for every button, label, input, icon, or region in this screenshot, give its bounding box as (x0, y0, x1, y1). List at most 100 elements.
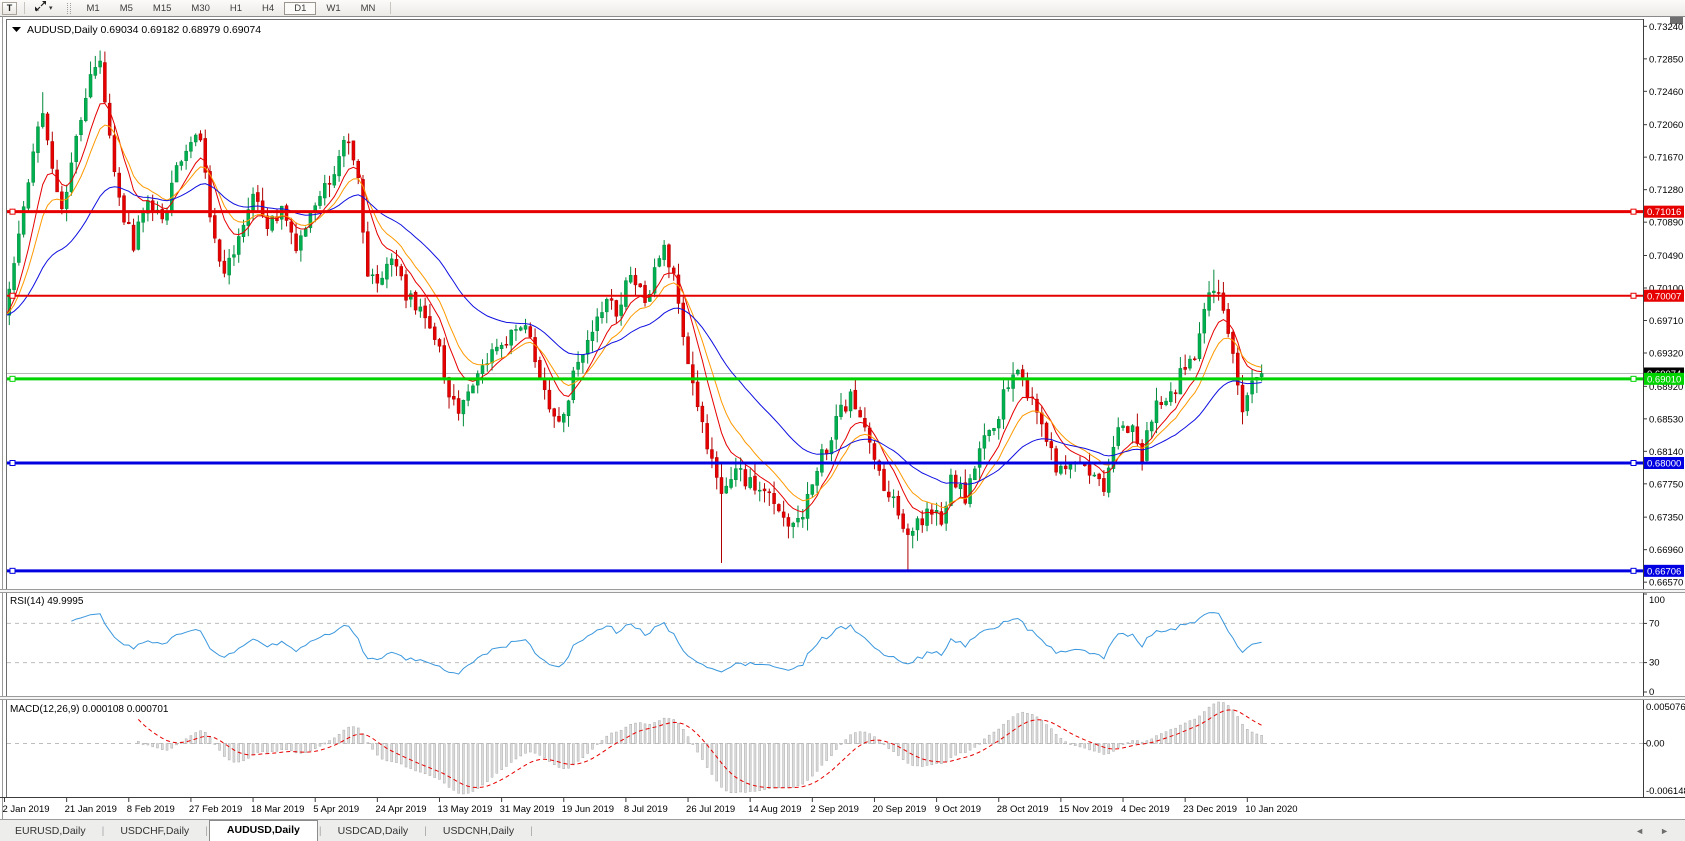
price-axis-label: 0.70890 (1649, 218, 1683, 229)
level-price-label: 0.69010 (1647, 374, 1681, 385)
rsi-axis-label: 100 (1649, 595, 1665, 606)
hline-handle[interactable] (9, 460, 16, 466)
level-price-label: 0.70007 (1647, 291, 1681, 302)
macd-histogram (137, 701, 1263, 795)
macd-title: MACD(12,26,9) 0.000108 0.000701 (10, 704, 169, 715)
cursor-mode-button[interactable]: ▾ (30, 1, 57, 15)
tab-scroll-arrows: ◄ ► (1619, 826, 1685, 841)
tab-usdcad[interactable]: USDCAD,Daily (337, 825, 409, 837)
text-tool-icon: T (6, 3, 13, 13)
timeframe-button-w1[interactable]: W1 (326, 2, 341, 14)
ma-line-13 (7, 124, 1262, 508)
macd-axis-label: 0.005076 (1646, 702, 1685, 713)
rsi-pane[interactable] (7, 593, 1643, 695)
tab-divider: | (318, 825, 322, 837)
hline-handle[interactable] (1630, 375, 1637, 382)
price-axis-label: 0.68920 (1649, 382, 1683, 393)
hline-handle[interactable] (9, 567, 16, 574)
hline-handle[interactable] (1630, 208, 1637, 215)
timeframe-button-d1[interactable]: D1 (284, 1, 317, 15)
chart-scroll-thumb[interactable] (1670, 17, 1683, 24)
date-axis-label[interactable]: 19 Jun 2019 (562, 804, 614, 815)
hline-handle[interactable] (9, 292, 16, 299)
timeframe-button-m15[interactable]: M15 (152, 2, 172, 14)
timeframe-button-group: M1 M5 M15 M30 H1 H4 D1 W1 MN (77, 1, 386, 15)
date-axis-label[interactable]: 8 Jul 2019 (624, 804, 668, 815)
tab-scroll-right-icon[interactable]: ► (1660, 826, 1669, 836)
timeframe-button-mn[interactable]: MN (360, 2, 376, 14)
hline-handle[interactable] (9, 375, 16, 382)
timeframe-button-m5[interactable]: M5 (119, 2, 133, 14)
macd-axis-label: 0.00 (1646, 739, 1665, 750)
timeframe-button-h4[interactable]: H4 (262, 2, 275, 14)
text-tool-button[interactable]: T (2, 1, 17, 15)
price-axis-label: 0.72850 (1649, 54, 1683, 65)
date-axis-label[interactable]: 10 Jan 2020 (1245, 804, 1297, 815)
ma-line-34 (7, 183, 1262, 485)
level-price-label: 0.68000 (1647, 459, 1681, 470)
hline-handle[interactable] (1630, 567, 1637, 574)
date-axis-label[interactable]: 14 Aug 2019 (748, 804, 801, 815)
level-price-label-box (1644, 457, 1684, 469)
date-axis-label[interactable]: 2 Jan 2019 (3, 804, 50, 815)
date-axis-label[interactable]: 20 Sep 2019 (872, 804, 926, 815)
tab-usdcnh[interactable]: USDCNH,Daily (442, 825, 515, 837)
symbol-dropdown-icon[interactable] (12, 27, 21, 32)
macd-signal-line (137, 709, 1262, 789)
timeframe-button-m30[interactable]: M30 (191, 2, 210, 14)
date-axis-label[interactable]: 4 Dec 2019 (1121, 804, 1170, 815)
toolbar-grip[interactable] (66, 2, 71, 14)
rsi-axis-label: 0 (1649, 687, 1654, 698)
hline-handle[interactable] (1630, 460, 1637, 466)
timeframe-button-h1[interactable]: H1 (229, 2, 243, 14)
tab-scroll-left-icon[interactable]: ◄ (1635, 826, 1645, 836)
price-axis-label: 0.66570 (1649, 578, 1683, 589)
rsi-line (71, 612, 1262, 675)
tab-usdchf[interactable]: USDCHF,Daily (120, 825, 190, 837)
date-axis-label[interactable]: 23 Dec 2019 (1183, 804, 1237, 815)
tab-divider: | (101, 825, 105, 837)
price-axis-label: 0.70490 (1649, 251, 1683, 262)
date-axis-label[interactable]: 28 Oct 2019 (997, 804, 1049, 815)
date-axis-label[interactable]: 8 Feb 2019 (127, 804, 175, 815)
timeframe-button-m1[interactable]: M1 (86, 2, 100, 14)
rsi-axis-label: 70 (1649, 618, 1660, 629)
tab-divider: | (530, 825, 533, 837)
chart-plot-area[interactable] (7, 20, 1643, 588)
toolbar-separator (390, 2, 392, 14)
tab-eurusd[interactable]: EURUSD,Daily (15, 825, 86, 837)
level-price-label-box (1644, 289, 1684, 302)
toolbar-separator (24, 2, 25, 14)
top-toolbar: T ▾ M1 M5 M15 M30 H1 H4 D1 W1 MN (0, 0, 1685, 17)
price-axis-label: 0.71280 (1649, 185, 1683, 196)
date-axis-label[interactable]: 27 Feb 2019 (189, 804, 242, 815)
chart-title: AUDUSD,Daily 0.69034 0.69182 0.68979 0.6… (27, 24, 261, 36)
level-price-label: 0.71016 (1647, 207, 1681, 218)
price-axis-label: 0.69320 (1649, 349, 1683, 360)
level-price-label: 0.66706 (1647, 566, 1681, 577)
cursor-arrows-icon (34, 1, 47, 15)
price-axis-label: 0.73240 (1649, 22, 1683, 33)
tab-divider: | (205, 825, 208, 837)
date-axis-label[interactable]: 31 May 2019 (500, 804, 555, 815)
date-axis-label[interactable]: 2 Sep 2019 (810, 804, 859, 815)
tab-divider: | (424, 825, 427, 837)
price-axis-label: 0.72060 (1649, 120, 1683, 131)
level-price-label-box (1644, 372, 1684, 385)
date-axis-label[interactable]: 5 Apr 2019 (313, 804, 359, 815)
candles (7, 50, 1264, 570)
tab-audusd[interactable]: AUDUSD,Daily (208, 820, 318, 841)
price-axis-label: 0.68140 (1649, 447, 1683, 458)
date-axis-label[interactable]: 13 May 2019 (437, 804, 492, 815)
date-axis-label[interactable]: 9 Oct 2019 (935, 804, 981, 815)
macd-axis-label: -0.006148 (1646, 786, 1685, 797)
date-axis-label[interactable]: 18 Mar 2019 (251, 804, 304, 815)
hline-handle[interactable] (1630, 292, 1637, 299)
date-axis-label[interactable]: 24 Apr 2019 (375, 804, 426, 815)
price-axis-label: 0.72460 (1649, 87, 1683, 98)
date-axis-label[interactable]: 15 Nov 2019 (1059, 804, 1113, 815)
date-axis-label[interactable]: 21 Jan 2019 (65, 804, 117, 815)
date-axis-label[interactable]: 26 Jul 2019 (686, 804, 735, 815)
hline-handle[interactable] (9, 208, 16, 215)
price-axis-label: 0.70100 (1649, 284, 1683, 295)
